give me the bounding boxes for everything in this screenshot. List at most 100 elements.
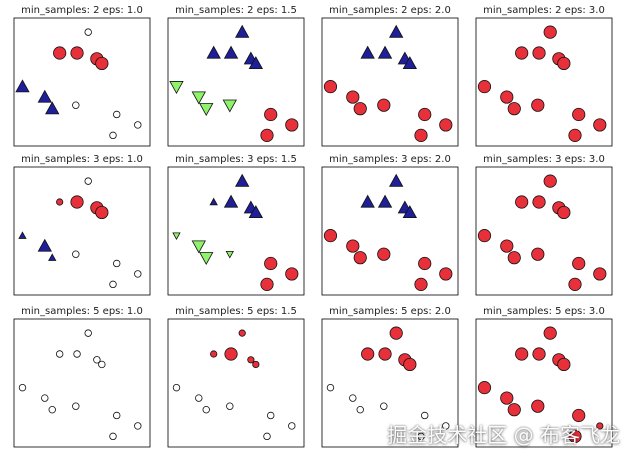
cluster-0-point	[264, 107, 278, 122]
noise-point	[84, 329, 92, 337]
cluster-0-point	[238, 329, 246, 337]
noise-point	[195, 394, 203, 402]
cluster-0-point	[593, 118, 607, 132]
panel-title: min_samples: 2 eps: 3.0	[483, 5, 605, 16]
cluster-0-point	[596, 422, 604, 430]
noise-point	[72, 250, 80, 258]
cluster-0-point	[285, 267, 299, 281]
cluster-0-point	[353, 102, 367, 116]
cluster-0-point	[224, 347, 238, 361]
cluster-0-point	[568, 128, 582, 142]
cluster-2-point	[199, 252, 214, 266]
cluster-0-point	[418, 256, 432, 271]
panel-0-0: min_samples: 2 eps: 1.0	[13, 5, 151, 147]
cluster-0-point	[70, 46, 84, 60]
cluster-2-point	[191, 91, 206, 105]
cluster-0-point	[323, 80, 338, 94]
panel-frame	[475, 318, 613, 448]
noise-point	[109, 131, 117, 140]
cluster-0-point	[572, 256, 586, 271]
panel-1-1: min_samples: 3 eps: 1.5	[167, 154, 305, 296]
cluster-0-point	[568, 277, 582, 291]
cluster-0-point	[500, 391, 514, 405]
cluster-0-point	[247, 356, 255, 364]
noise-point	[442, 422, 450, 430]
cluster-1-point	[360, 194, 375, 208]
panel-title: min_samples: 2 eps: 1.5	[175, 5, 297, 16]
panel-title: min_samples: 3 eps: 2.0	[329, 154, 451, 165]
cluster-1-point	[223, 194, 239, 208]
noise-point	[109, 280, 117, 289]
cluster-1-point	[248, 56, 264, 70]
cluster-2-point	[169, 81, 184, 94]
panel-2-0: min_samples: 5 eps: 1.0	[13, 306, 151, 448]
cluster-1-point	[360, 45, 375, 59]
cluster-0-point	[477, 80, 492, 94]
cluster-0-point	[70, 195, 84, 209]
cluster-0-point	[557, 357, 571, 372]
panel-1-2: min_samples: 3 eps: 2.0	[321, 154, 459, 296]
cluster-1-point	[223, 45, 239, 59]
cluster-0-point	[389, 326, 403, 340]
noise-point	[134, 121, 142, 129]
cluster-1-point	[37, 89, 52, 103]
cluster-1-point	[18, 231, 27, 239]
cluster-0-point	[210, 350, 218, 358]
cluster-1-point	[206, 45, 221, 59]
cluster-0-point	[353, 251, 367, 265]
panel-1-0: min_samples: 3 eps: 1.0	[13, 154, 151, 296]
cluster-0-point	[414, 277, 428, 291]
cluster-0-point	[252, 360, 260, 369]
panel-frame	[321, 17, 459, 147]
noise-point	[172, 383, 181, 392]
cluster-0-point	[515, 347, 529, 361]
cluster-2-point	[199, 103, 214, 117]
noise-point	[98, 360, 106, 369]
cluster-0-point	[507, 102, 521, 116]
cluster-0-point	[543, 25, 557, 39]
noise-point	[421, 411, 429, 420]
panel-0-1: min_samples: 2 eps: 1.5	[167, 5, 305, 147]
cluster-0-point	[477, 381, 492, 395]
noise-point	[263, 432, 271, 441]
cluster-0-point	[531, 247, 545, 261]
panel-title: min_samples: 3 eps: 3.0	[483, 154, 605, 165]
cluster-0-point	[531, 399, 545, 413]
cluster-0-point	[260, 277, 274, 291]
noise-point	[134, 270, 142, 278]
cluster-0-point	[361, 347, 375, 361]
cluster-1-point	[235, 173, 250, 187]
noise-point	[113, 411, 121, 420]
panel-title: min_samples: 2 eps: 2.0	[329, 5, 451, 16]
cluster-1-point	[235, 24, 250, 38]
noise-point	[326, 383, 335, 392]
cluster-1-point	[402, 205, 418, 219]
cluster-0-point	[500, 90, 514, 104]
cluster-0-point	[572, 107, 586, 122]
cluster-0-point	[414, 128, 428, 142]
panel-0-3: min_samples: 2 eps: 3.0	[475, 5, 613, 147]
noise-point	[73, 350, 81, 358]
cluster-0-point	[515, 46, 529, 60]
noise-point	[226, 402, 234, 410]
panel-2-3: min_samples: 5 eps: 3.0	[475, 306, 613, 448]
cluster-0-point	[323, 229, 338, 243]
cluster-0-point	[568, 429, 582, 443]
panel-title: min_samples: 5 eps: 1.5	[175, 306, 297, 317]
cluster-0-point	[377, 247, 391, 261]
cluster-1-point	[377, 45, 393, 59]
panel-2-2: min_samples: 5 eps: 2.0	[321, 306, 459, 448]
cluster-2-point	[222, 99, 237, 113]
cluster-2-point	[172, 232, 181, 240]
cluster-0-point	[557, 56, 571, 71]
watermark-text: 掘金技术社区 @ 布客飞龙	[387, 423, 620, 447]
panel-frame	[13, 17, 151, 147]
cluster-0-point	[95, 56, 109, 71]
noise-point	[267, 411, 275, 420]
cluster-0-point	[543, 326, 557, 340]
cluster-1-point	[377, 194, 393, 208]
cluster-0-point	[95, 205, 109, 220]
cluster-0-point	[531, 98, 545, 112]
panel-frame	[13, 318, 151, 448]
